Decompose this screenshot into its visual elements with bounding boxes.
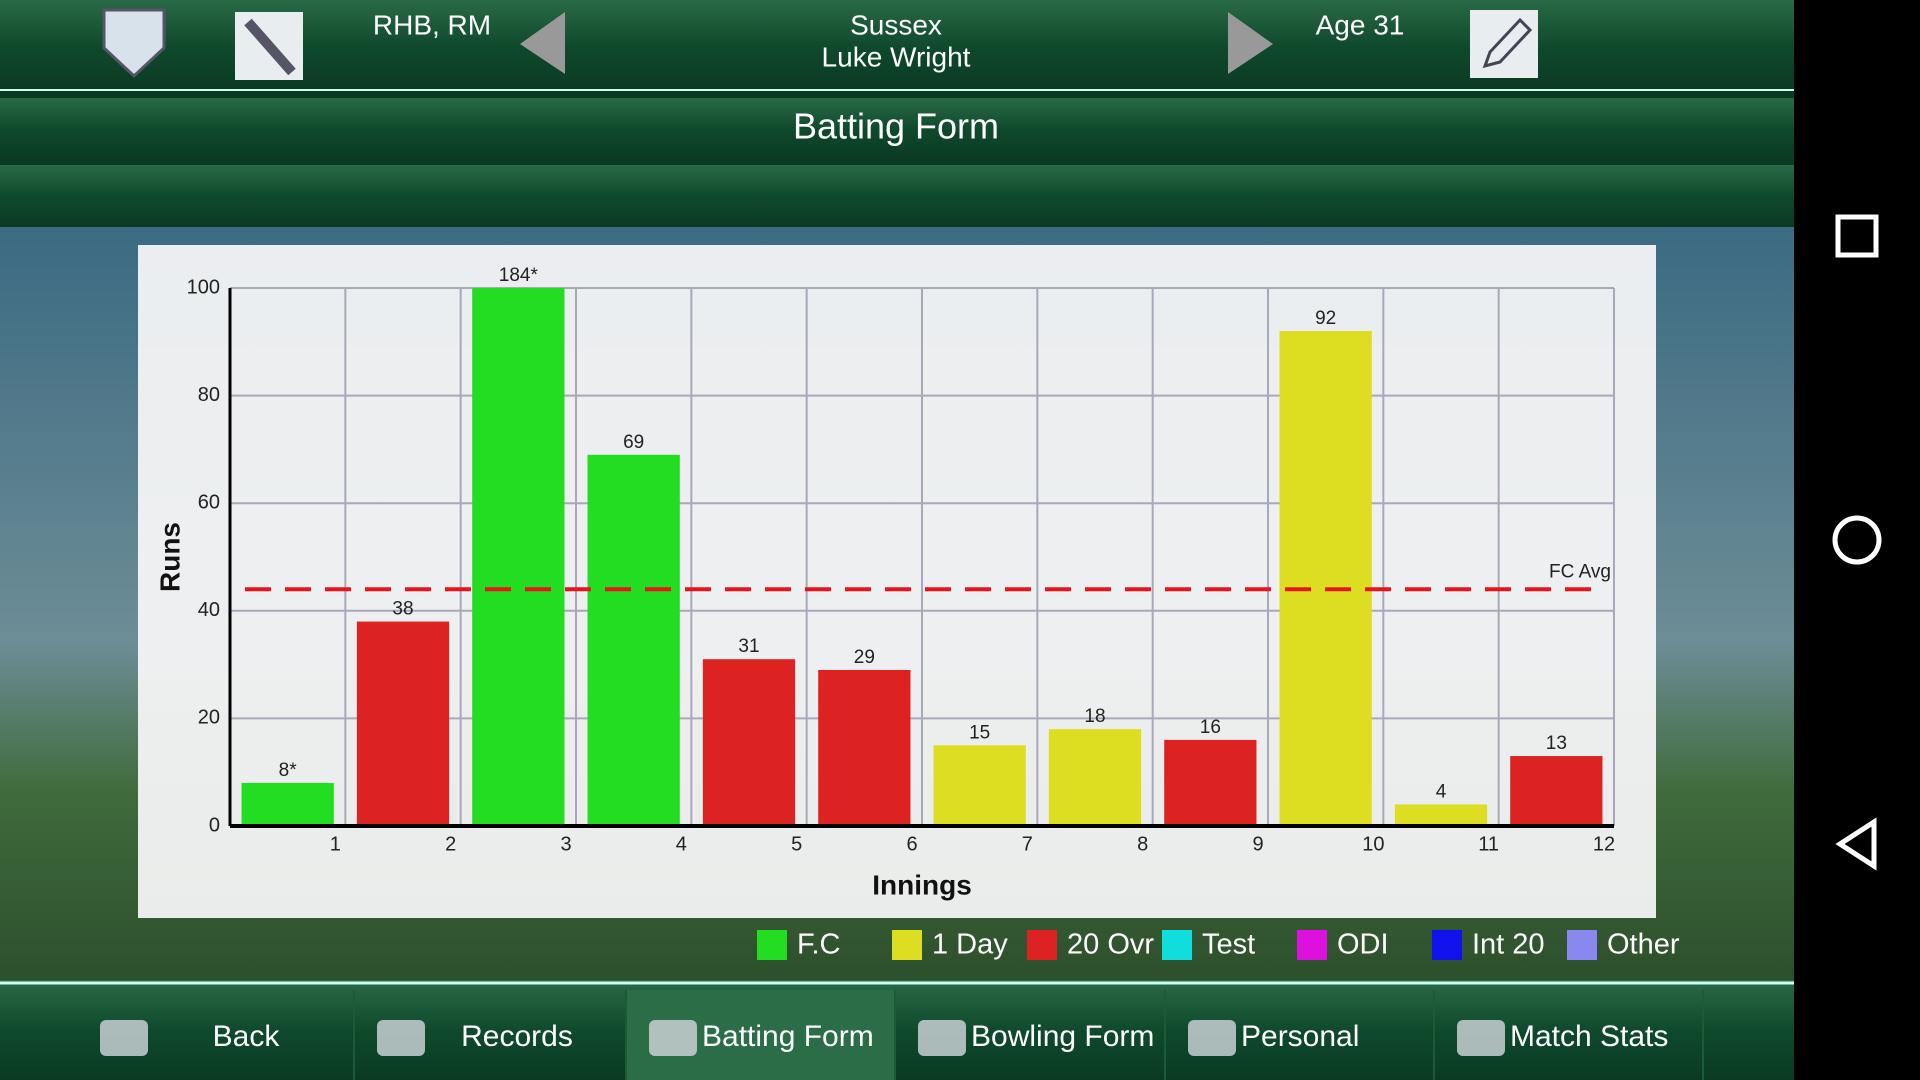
tab-label[interactable]: Personal — [1241, 1020, 1359, 1053]
home-button[interactable] — [1832, 515, 1882, 565]
back-system-button[interactable] — [1835, 817, 1877, 871]
next-player[interactable] — [1228, 12, 1273, 74]
bar — [702, 659, 796, 826]
legend-swatch — [1297, 930, 1327, 960]
tab-icon — [377, 1020, 425, 1056]
tab-label[interactable]: Back — [213, 1020, 281, 1053]
bar — [1279, 331, 1372, 826]
legend-swatch — [1432, 930, 1462, 960]
bar — [472, 288, 565, 826]
legend-label: 1 Day — [932, 929, 1008, 961]
legend-label: F.C — [797, 929, 841, 961]
bar — [587, 454, 680, 826]
bar — [818, 669, 911, 826]
y-tick-label: 80 — [198, 384, 220, 406]
legend: F.C 1 Day 20 Ovr Test ODI Int 20 Other — [757, 929, 1680, 961]
x-tick-label: 11 — [1478, 833, 1499, 855]
legend-label: 20 Ovr — [1067, 929, 1154, 961]
x-tick-label: 9 — [1252, 833, 1263, 855]
legend-label: Other — [1607, 929, 1680, 961]
x-tick-label: 2 — [445, 833, 456, 855]
bar — [1048, 729, 1142, 826]
y-tick-label: 60 — [198, 491, 220, 513]
bar — [1510, 756, 1603, 826]
legend-label: Test — [1202, 929, 1255, 961]
value-label: 38 — [392, 599, 413, 620]
y-tick-label: 40 — [198, 599, 220, 621]
player-name: Luke Wright — [822, 41, 971, 72]
sub-bar — [0, 165, 1794, 227]
x-tick-label: 12 — [1593, 833, 1615, 855]
legend-label: Int 20 — [1472, 929, 1545, 961]
age: Age 31 — [1316, 9, 1405, 40]
y-tick-label: 20 — [198, 707, 220, 729]
prev-player[interactable] — [520, 12, 565, 74]
x-tick-label: 5 — [791, 833, 802, 855]
x-tick-label: 7 — [1022, 833, 1033, 855]
role: RHB, RM — [373, 9, 491, 40]
nav: Back Records Batting Form Bowling Form Perso… — [0, 990, 1704, 1080]
value-label: 29 — [854, 647, 875, 668]
chart: 0 20 40 60 80 100 8* 1 38 2 184* 3 69 4 31 5 29 6 15 7 18 8 16… — [154, 265, 1615, 900]
bar — [933, 745, 1026, 826]
legend-swatch — [757, 930, 787, 960]
value-label: 18 — [1084, 706, 1105, 727]
value-label: 15 — [969, 722, 990, 743]
tab-icon — [1457, 1020, 1505, 1056]
title-bar — [0, 98, 1794, 160]
legend-label: ODI — [1337, 929, 1389, 961]
legend-swatch — [1162, 930, 1192, 960]
x-tick-label: 8 — [1137, 833, 1148, 855]
tab-label[interactable]: Bowling Form — [971, 1020, 1154, 1053]
legend-swatch — [1567, 930, 1597, 960]
page-title: Batting Form — [793, 106, 999, 147]
team: Sussex — [850, 9, 942, 40]
x-tick-label: 3 — [560, 833, 571, 855]
x-axis-title: Innings — [872, 869, 972, 900]
value-label: 92 — [1315, 308, 1336, 329]
value-label: 16 — [1200, 717, 1221, 738]
bar — [356, 621, 450, 826]
tab-label[interactable]: Match Stats — [1510, 1020, 1668, 1053]
tab-icon — [918, 1020, 966, 1056]
x-tick-label: 4 — [676, 833, 687, 855]
x-tick-label: 10 — [1362, 833, 1384, 855]
x-tick-label: 1 — [330, 833, 341, 855]
recents-button[interactable] — [1835, 214, 1879, 258]
tab-icon — [1188, 1020, 1236, 1056]
bar — [1394, 804, 1488, 826]
value-label: 13 — [1546, 733, 1567, 754]
system-nav — [1794, 0, 1920, 1080]
tab-icon — [100, 1020, 148, 1056]
bar — [1164, 739, 1257, 826]
tab-label[interactable]: Batting Form — [702, 1020, 874, 1053]
edit-button[interactable] — [1470, 10, 1538, 78]
value-label: 4 — [1436, 781, 1447, 802]
legend-swatch — [1027, 930, 1057, 960]
value-label: 69 — [623, 432, 644, 453]
y-axis-title: Runs — [154, 522, 185, 592]
value-label: 184* — [499, 265, 539, 286]
reference-label: FC Avg — [1549, 561, 1611, 582]
x-tick-label: 6 — [906, 833, 917, 855]
tab-icon — [649, 1020, 697, 1056]
value-label: 31 — [738, 636, 759, 657]
legend-swatch — [892, 930, 922, 960]
nav-tab[interactable] — [0, 990, 353, 1080]
bat-shape — [244, 18, 296, 76]
bar — [241, 782, 334, 826]
y-tick-label: 0 — [209, 814, 220, 836]
plot-area — [241, 288, 1603, 826]
value-label: 8* — [279, 760, 298, 781]
y-tick-label: 100 — [187, 276, 220, 298]
team-logo — [102, 8, 166, 79]
tab-label[interactable]: Records — [461, 1020, 573, 1053]
pencil-icon — [1482, 17, 1533, 69]
